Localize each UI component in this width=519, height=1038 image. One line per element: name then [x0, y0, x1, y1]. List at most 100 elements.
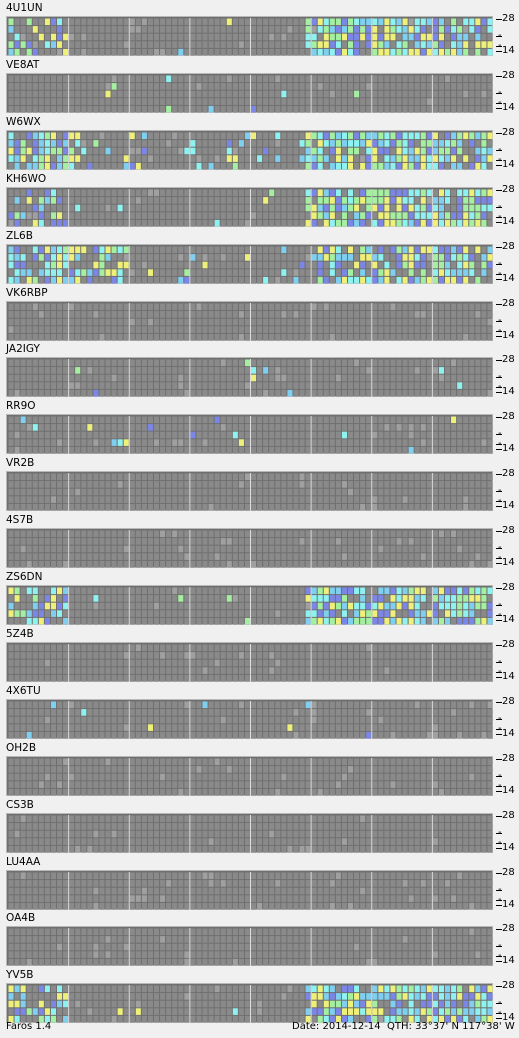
grid-cell [469, 147, 475, 155]
grid-cell [329, 359, 335, 367]
grid-cell [244, 204, 250, 211]
grid-cell [348, 674, 354, 682]
grid-cell [390, 139, 396, 147]
grid-cell [384, 276, 390, 284]
propagation-grid[interactable] [6, 243, 493, 284]
grid-cell [178, 367, 184, 375]
grid-cell [451, 211, 457, 219]
grid-cell [354, 382, 360, 390]
grid-cell [141, 98, 147, 105]
grid-cell [463, 261, 469, 268]
grid-cell [244, 333, 250, 340]
propagation-grid[interactable] [6, 186, 493, 227]
grid-cell [354, 439, 360, 447]
grid-cell [154, 587, 160, 595]
grid-cell [244, 261, 250, 268]
grid-cell [69, 390, 75, 397]
propagation-grid[interactable] [6, 414, 493, 455]
grid-cell [75, 268, 81, 276]
grid-cell [166, 473, 172, 481]
grid-cell [323, 48, 329, 56]
grid-cell [160, 18, 166, 26]
grid-cell [44, 132, 50, 139]
grid-cell [481, 333, 487, 340]
grid-cell [57, 481, 63, 488]
grid-cell [305, 147, 311, 155]
grid-cell [451, 310, 457, 318]
grid-cell [438, 481, 444, 488]
grid-cell [257, 75, 263, 82]
grid-cell [311, 318, 317, 325]
grid-cell [372, 325, 378, 333]
grid-cell [38, 659, 44, 667]
grid-cell [208, 382, 214, 390]
grid-cell [457, 139, 463, 147]
grid-cell [99, 496, 105, 504]
grid-cell [44, 659, 50, 667]
grid-cell [360, 219, 366, 227]
propagation-grid[interactable] [6, 300, 493, 341]
grid-cell [105, 367, 111, 375]
propagation-grid[interactable] [6, 641, 493, 682]
grid-cell [360, 303, 366, 310]
grid-cell [354, 416, 360, 424]
grid-cell [123, 310, 129, 318]
grid-cell [360, 375, 366, 382]
grid-cell [402, 253, 408, 261]
grid-cell [214, 382, 220, 390]
scale-tick [496, 263, 502, 265]
grid-cell [32, 33, 38, 41]
grid-cell [341, 18, 347, 26]
grid-cell [269, 162, 275, 170]
propagation-grid[interactable] [6, 129, 493, 170]
grid-cell [366, 155, 372, 162]
grid-cell [426, 139, 432, 147]
propagation-grid[interactable] [6, 528, 493, 569]
grid-cell [463, 162, 469, 170]
grid-cell [172, 473, 178, 481]
grid-cell [63, 82, 69, 90]
grid-cell [275, 610, 281, 617]
propagation-grid[interactable] [6, 72, 493, 113]
grid-cell [305, 318, 311, 325]
propagation-grid[interactable] [6, 471, 493, 512]
grid-cell [287, 375, 293, 382]
grid-cell [348, 147, 354, 155]
grid-cell [481, 303, 487, 310]
grid-cell [226, 253, 232, 261]
grid-cell [184, 310, 190, 318]
grid-cell [81, 431, 87, 439]
grid-cell [269, 268, 275, 276]
grid-cell [475, 424, 481, 431]
grid-cell [141, 196, 147, 204]
grid-cell [390, 48, 396, 56]
grid-cell [154, 610, 160, 617]
grid-cell [38, 504, 44, 511]
grid-cell [420, 382, 426, 390]
grid-cell [8, 26, 14, 33]
grid-cell [360, 667, 366, 674]
grid-cell [14, 431, 20, 439]
grid-cell [293, 333, 299, 340]
grid-cell [105, 359, 111, 367]
grid-cell [451, 587, 457, 595]
grid-cell [251, 375, 257, 382]
grid-cell [75, 667, 81, 674]
propagation-grid[interactable] [6, 357, 493, 398]
grid-cell [154, 219, 160, 227]
grid-cell [26, 595, 32, 602]
grid-cell [354, 560, 360, 568]
propagation-grid[interactable] [6, 16, 493, 56]
propagation-grid[interactable] [6, 585, 493, 625]
grid-cell [14, 48, 20, 56]
grid-cell [50, 504, 56, 511]
grid-cell [50, 196, 56, 204]
grid-cell [214, 587, 220, 595]
grid-cell [20, 90, 26, 98]
grid-cell [487, 610, 493, 617]
grid-cell [438, 359, 444, 367]
grid-cell [348, 196, 354, 204]
grid-cell [26, 246, 32, 253]
grid-cell [63, 276, 69, 284]
grid-cell [463, 473, 469, 481]
